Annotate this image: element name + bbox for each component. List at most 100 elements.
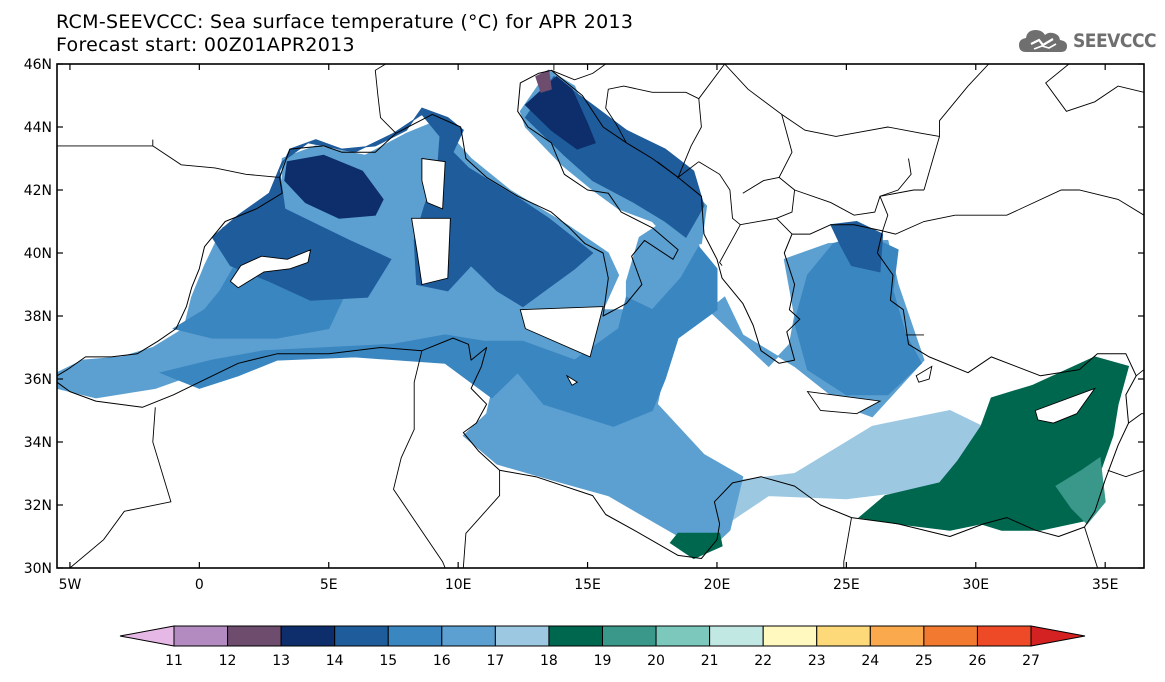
border-29 [657,161,679,178]
colorbar-box [441,625,496,647]
colorbar-box [816,625,871,647]
sst-region-15-16-0 [158,245,718,427]
border-0 [69,407,172,568]
colorbar-box [762,625,818,647]
colorbar-label: 25 [915,653,933,669]
colorbar-box [923,625,978,647]
lat-tick-label: 46N [24,57,52,73]
colorbar-box [280,625,336,647]
colorbar-upper-arrow [1030,625,1086,647]
colorbar-label: 18 [540,653,558,669]
border-6 [1128,413,1144,424]
lat-tick-label: 44N [24,120,52,136]
colorbar-label: 20 [647,653,665,669]
border-13 [781,114,940,137]
border-4 [1084,526,1099,568]
lon-tick-label: 5W [59,577,82,593]
border-20 [152,139,280,178]
border-12 [794,189,881,216]
colorbar-label: 27 [1022,653,1040,669]
colorbar-box [387,625,443,647]
colorbar-label: 23 [808,653,826,669]
colorbar-box [869,625,925,647]
title-line-1: RCM-SEEVCCC: Sea surface temperature (°C… [56,11,634,33]
colorbar-box [173,625,229,647]
title-line-2: Forecast start: 00Z01APR2013 [56,34,355,56]
sst-region-13-14-1 [524,75,596,150]
border-24 [882,214,956,235]
border-2 [462,470,501,568]
border-27 [742,176,780,194]
border-7 [1135,369,1144,377]
crete [806,391,882,415]
balearic-islands [229,249,312,289]
colorbar-label: 21 [701,653,719,669]
border-17 [551,64,606,81]
lon-tick-label: 25E [833,577,860,593]
colorbar-box [976,625,1032,647]
lat-tick-label: 36N [24,372,52,388]
colorbar-box [548,625,603,647]
sst-region-19-20-0 [1055,456,1106,525]
corsica [421,157,446,210]
sicily [519,306,604,358]
colorbar: 11 12 13 14 15 16 17 18 19 20 21 22 23 24 25 26 27 [119,625,1086,669]
sardinia [411,217,451,286]
sst-region-13-14-0 [284,154,384,219]
lat-tick-label: 32N [24,498,52,514]
border-15 [605,85,702,179]
coastline-0 [57,69,1137,559]
border-9 [923,64,990,191]
colorbar-label: 16 [433,653,451,669]
border-28 [879,158,912,197]
sst-region-18-19-1 [669,532,723,560]
border-10 [698,161,793,235]
borders-layer [57,64,1144,568]
colorbar-label: 12 [219,653,237,669]
cyprus [1034,387,1097,424]
colorbar-label: 19 [594,653,612,669]
islands-layer [229,157,1097,424]
lon-tick-label: 15E [574,577,601,593]
colorbar-box [227,625,282,647]
border-3 [843,517,852,568]
sst-region-15-16-1 [794,233,923,396]
colorbar-box [602,625,657,647]
coastline-layer [57,69,1137,559]
colorbar-box [494,625,550,647]
lon-tick-label: 30E [962,577,989,593]
lat-tick-label: 40N [24,246,52,262]
colorbar-label: 26 [969,653,987,669]
lat-tick-label: 42N [24,183,52,199]
border-1 [393,350,446,568]
border-23 [955,189,1144,216]
seevccc-logo: SEEVCCC [1018,26,1157,56]
lon-tick-label: 5E [320,577,338,593]
map-axes: 5W 0 5E 10E 15E 20E 25E 30E 35E 30N 32N 34N 36N 38N 40… [24,57,1144,593]
border-16 [698,64,726,99]
border-14 [719,224,741,266]
lat-tick-label: 30N [24,561,52,577]
lat-tick-label: 34N [24,435,52,451]
colorbar-box [709,625,764,647]
colorbar-label: 13 [272,653,290,669]
colorbar-label: 11 [165,653,183,669]
colorbar-label: 17 [486,653,504,669]
border-5 [1107,469,1144,478]
border-11 [724,64,796,219]
lon-tick-label: 20E [704,577,731,593]
cloud-logo-icon [1019,30,1067,52]
colorbar-box [655,625,711,647]
lon-tick-label: 0 [195,577,204,593]
colorbar-lower-arrow [119,625,175,647]
colorbar-label: 14 [326,653,344,669]
lon-tick-label: 10E [445,577,472,593]
rhodes [915,365,933,383]
colorbar-label: 15 [379,653,397,669]
colorbar-box [334,625,389,647]
lon-tick-label: 35E [1092,577,1119,593]
malta [565,374,579,386]
colorbar-label: 22 [754,653,772,669]
colorbar-label: 24 [861,653,879,669]
